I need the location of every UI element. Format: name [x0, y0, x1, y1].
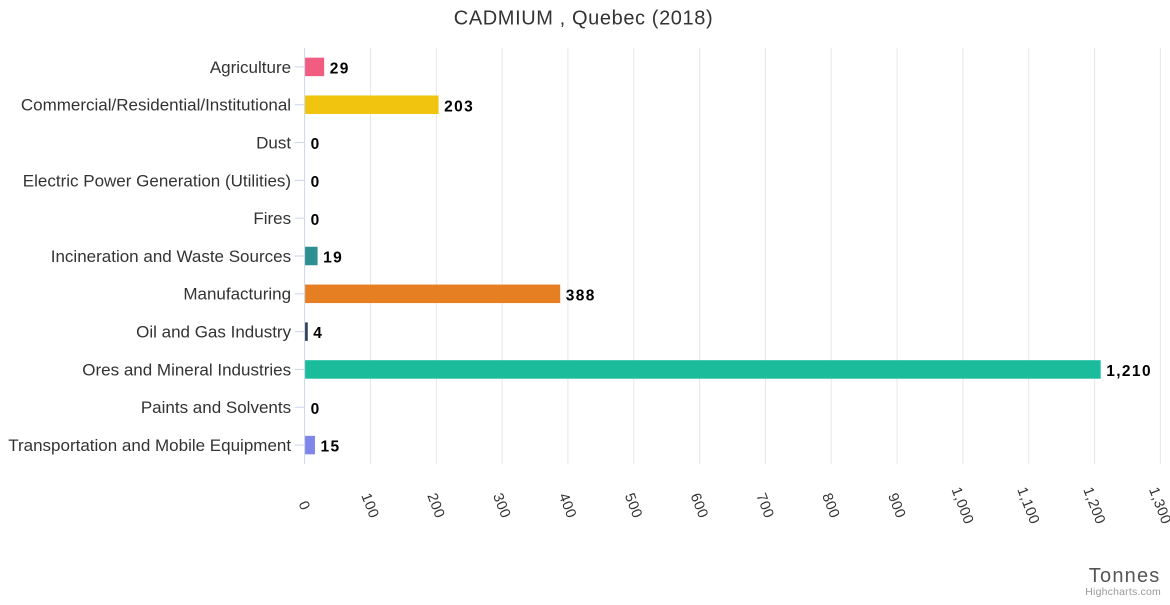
svg-text:Agriculture: Agriculture	[210, 58, 291, 77]
svg-text:388: 388	[566, 287, 596, 304]
svg-text:1,210: 1,210	[1106, 363, 1152, 380]
svg-text:203: 203	[444, 98, 474, 115]
svg-text:Fires: Fires	[253, 209, 291, 228]
svg-text:Paints and Solvents: Paints and Solvents	[141, 398, 291, 417]
svg-text:Manufacturing: Manufacturing	[183, 285, 291, 304]
svg-text:15: 15	[321, 439, 341, 456]
svg-text:Transportation and Mobile Equi: Transportation and Mobile Equipment	[8, 436, 291, 455]
svg-text:0: 0	[311, 212, 321, 229]
svg-text:29: 29	[330, 61, 350, 78]
svg-text:Oil and Gas Industry: Oil and Gas Industry	[136, 323, 291, 342]
svg-text:Incineration and Waste Sources: Incineration and Waste Sources	[51, 247, 291, 266]
svg-text:Dust: Dust	[256, 133, 291, 152]
svg-text:19: 19	[323, 250, 343, 267]
svg-text:Highcharts.com: Highcharts.com	[1085, 586, 1161, 598]
svg-text:4: 4	[313, 325, 323, 342]
svg-text:Commercial/Residential/Institu: Commercial/Residential/Institutional	[21, 96, 291, 115]
svg-text:Tonnes: Tonnes	[1089, 565, 1161, 587]
svg-text:0: 0	[311, 174, 321, 191]
svg-text:Ores and Mineral Industries: Ores and Mineral Industries	[82, 360, 291, 379]
svg-text:CADMIUM , Quebec (2018): CADMIUM , Quebec (2018)	[454, 8, 713, 30]
svg-text:Electric Power Generation (Uti: Electric Power Generation (Utilities)	[23, 171, 291, 190]
svg-text:0: 0	[311, 136, 321, 153]
svg-text:0: 0	[311, 401, 321, 418]
